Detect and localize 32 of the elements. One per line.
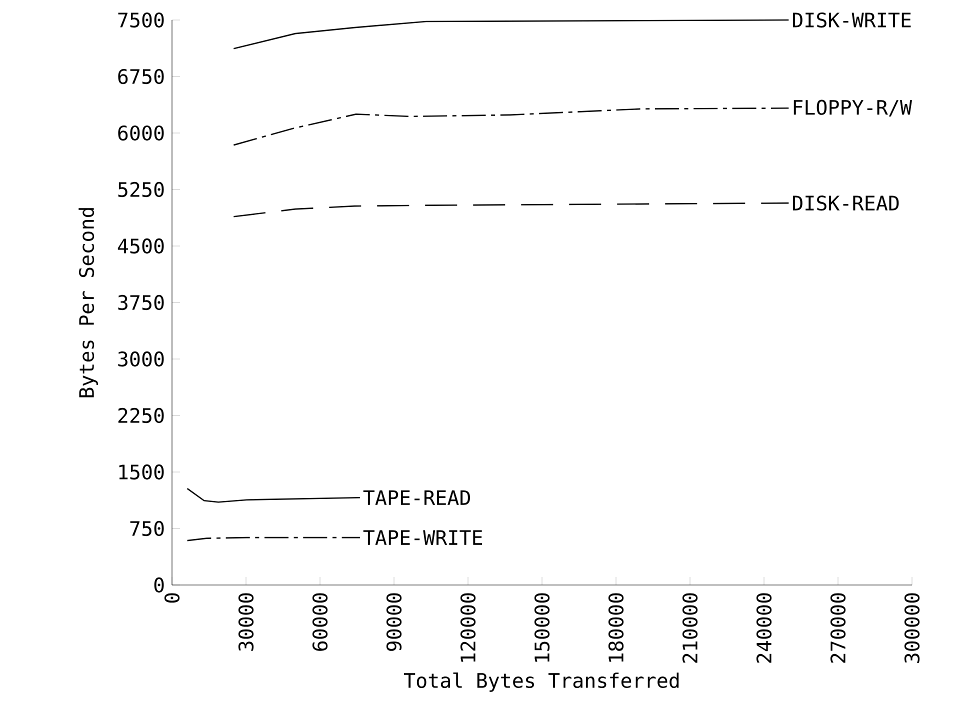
y-tick-label: 1500 [119,464,164,480]
series-label: DISK-WRITE [792,12,911,28]
x-axis-title: Total Bytes Transferred [404,672,679,692]
x-tick-label: 180000 [608,593,624,662]
line-series [233,107,790,146]
line-series [186,488,361,503]
x-tick-label: 270000 [830,593,846,663]
y-tick-label: 6000 [118,125,164,141]
x-tick-label: 210000 [682,593,698,663]
x-tick-label: 300000 [904,593,920,663]
y-tick-label: 3000 [118,351,164,367]
y-tick-label: 5250 [118,182,164,198]
x-tick-label: 150000 [534,593,550,662]
y-tick-label: 0 [154,577,164,593]
x-tick-label: 120000 [460,593,476,662]
x-tick-label: 0 [164,593,180,603]
y-tick-label: 7500 [118,12,164,28]
x-tick-label: 60000 [312,593,328,651]
series-label: TAPE-READ [363,490,470,505]
y-tick-label: 2250 [118,408,164,424]
y-axis-title: Bytes Per Second [78,208,98,398]
y-tick-label: 750 [130,520,164,536]
line-series [233,19,790,50]
x-tick-label: 30000 [238,593,254,651]
series-label: TAPE-WRITE [363,530,482,545]
series-label: FLOPPY-R/W [794,100,912,116]
series-label: DISK-READ [792,195,899,211]
y-tick-label: 6750 [118,68,164,84]
y-tick-label: 3750 [118,294,164,310]
x-tick-label: 90000 [386,593,402,651]
x-tick-label: 240000 [756,593,772,663]
y-tick-label: 4500 [118,238,164,254]
